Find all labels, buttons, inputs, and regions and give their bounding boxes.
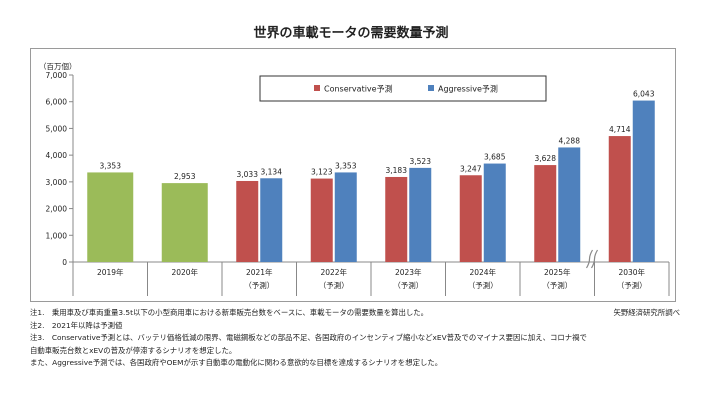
bar-chart: （百万個） 0 1,000 2,000 3,000 4,000 5,000 6,000 7,00…: [39, 61, 670, 296]
x-tick-label: 2023年: [395, 267, 422, 277]
x-tick-label: 2024年: [469, 267, 496, 277]
y-tick-label: 0: [62, 258, 67, 267]
legend-box: [259, 75, 547, 102]
y-tick-label: 5,000: [46, 124, 68, 133]
x-tick-label: 2022年: [320, 267, 347, 277]
data-label-conservative: 3,247: [460, 164, 482, 173]
x-tick-sublabel: （予測）: [617, 280, 647, 290]
x-tick-label: 2021年: [246, 267, 273, 277]
y-tick-label: 7,000: [46, 71, 68, 80]
bar-aggressive: [558, 147, 581, 262]
y-tick-label: 3,000: [46, 178, 68, 187]
data-label-conservative: 3,123: [311, 168, 333, 177]
bar-aggressive: [409, 167, 432, 262]
data-label-aggressive: 3,523: [410, 157, 432, 166]
data-label-aggressive: 4,288: [559, 136, 581, 145]
x-tick-label: 2020年: [171, 267, 198, 277]
data-label-conservative: 4,714: [609, 125, 631, 134]
legend-swatch: [428, 85, 434, 91]
data-label-conservative: 3,183: [386, 166, 408, 175]
chart-frame: （百万個） 0 1,000 2,000 3,000 4,000 5,000 6,000 7,00…: [30, 48, 676, 302]
data-label-aggressive: 3,134: [261, 167, 283, 176]
chart-title: 世界の車載モータの需要数量予測: [253, 26, 449, 41]
x-tick-sublabel: （予測）: [542, 280, 572, 290]
y-tick-label: 6,000: [46, 98, 68, 107]
bar-conservative: [310, 178, 333, 262]
legend-swatch: [314, 85, 320, 91]
bar-aggressive: [483, 163, 506, 262]
bar-conservative: [608, 136, 631, 262]
bar-aggressive: [260, 178, 283, 262]
note-3b: 自動車販売台数とxEVの普及が停滞するシナリオを想定した。: [30, 345, 237, 355]
x-tick-label: 2025年: [544, 267, 571, 277]
x-tick-sublabel: （予測）: [393, 280, 423, 290]
axis-break-mark: [585, 249, 594, 269]
x-tick-sublabel: （予測）: [319, 280, 349, 290]
bar-actual: [87, 172, 134, 262]
bar-conservative: [385, 176, 408, 262]
data-label-conservative: 3,033: [237, 170, 259, 179]
y-axis-label: （百万個）: [39, 61, 77, 71]
x-tick-sublabel: （予測）: [244, 280, 274, 290]
note-3a: 注3. Conservative予測とは、バッテリ価格低減の限界、電磁鋼板などの…: [30, 333, 587, 342]
bar-aggressive: [334, 172, 357, 262]
bar-actual: [161, 183, 208, 262]
bar-aggressive: [632, 100, 655, 262]
data-label-actual: 2,953: [174, 172, 196, 181]
data-label-conservative: 3,628: [535, 154, 557, 163]
x-tick-sublabel: （予測）: [468, 280, 498, 290]
bar-conservative: [534, 165, 557, 262]
notes: 注1. 乗用車及び車両重量3.5t以下の小型商用車における新車販売台数をベースに…: [30, 307, 680, 370]
source-credit: 矢野経済研究所調べ: [613, 308, 680, 317]
y-tick-label: 1,000: [46, 231, 68, 240]
data-label-actual: 3,353: [100, 161, 122, 170]
y-tick-label: 4,000: [46, 151, 68, 160]
data-label-aggressive: 3,685: [484, 153, 506, 162]
y-tick-label: 2,000: [46, 205, 68, 214]
note-3c: また、Aggressive予測では、各国政府やOEMが示す自動車の電動化に関わる…: [30, 358, 443, 367]
bar-conservative: [459, 175, 482, 262]
note-2: 注2. 2021年以降は予測値: [30, 320, 123, 330]
axis-break-mark: [590, 249, 599, 269]
x-tick-label: 2030年: [618, 267, 645, 277]
data-label-aggressive: 3,353: [335, 161, 357, 170]
legend-label: Aggressive予測: [438, 84, 498, 94]
bar-conservative: [236, 180, 259, 262]
note-1: 注1. 乗用車及び車両重量3.5t以下の小型商用車における新車販売台数をベースに…: [30, 308, 429, 317]
data-label-aggressive: 6,043: [633, 90, 655, 99]
legend-label: Conservative予測: [324, 84, 393, 94]
x-tick-label: 2019年: [97, 267, 124, 277]
